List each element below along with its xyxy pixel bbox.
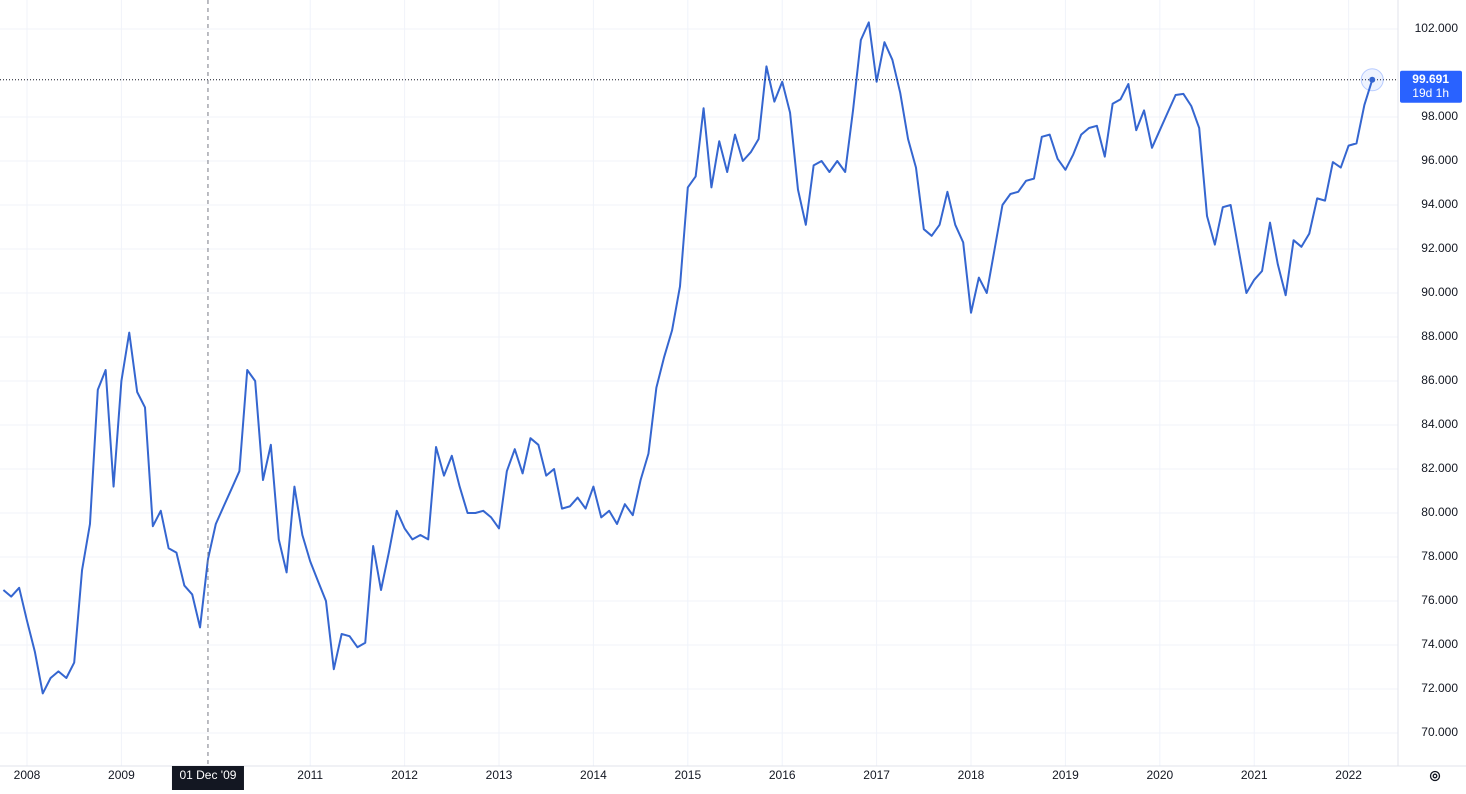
x-tick-label: 2016: [769, 768, 796, 782]
settings-gear[interactable]: [1429, 770, 1441, 782]
settings-gear-hub[interactable]: [1432, 773, 1438, 779]
y-tick-label: 76.000: [1421, 593, 1458, 607]
x-tick-label: 2018: [958, 768, 985, 782]
crosshair-label-box: [171, 766, 244, 790]
last-price-label: 99.691: [1412, 72, 1449, 86]
x-tick-label: 2009: [108, 768, 135, 782]
x-tick-label: 2012: [391, 768, 418, 782]
x-tick-label: 2022: [1335, 768, 1362, 782]
settings-icon[interactable]: [1429, 770, 1441, 782]
y-tick-label: 80.000: [1421, 505, 1458, 519]
countdown-label: 19d 1h: [1412, 86, 1449, 100]
x-tick-label: 2014: [580, 768, 607, 782]
y-tick-label: 98.000: [1421, 109, 1458, 123]
y-tick-label: 86.000: [1421, 373, 1458, 387]
y-tick-label: 70.000: [1421, 725, 1458, 739]
y-tick-label: 88.000: [1421, 329, 1458, 343]
y-tick-label: 90.000: [1421, 285, 1458, 299]
x-tick-label: 2011: [297, 768, 323, 782]
y-tick-label: 82.000: [1421, 461, 1458, 475]
y-tick-label: 94.000: [1421, 197, 1458, 211]
x-tick-label: 2015: [674, 768, 701, 782]
x-tick-label: 2008: [14, 768, 41, 782]
x-tick-label: 2017: [863, 768, 890, 782]
y-tick-label: 72.000: [1421, 681, 1458, 695]
y-tick-label: 78.000: [1421, 549, 1458, 563]
grid: [0, 0, 1398, 766]
y-tick-label: 92.000: [1421, 241, 1458, 255]
y-tick-label: 96.000: [1421, 153, 1458, 167]
last-point: [1369, 76, 1376, 83]
x-tick-label: 2021: [1241, 768, 1268, 782]
crosshair-label: 01 Dec '09: [179, 768, 236, 782]
x-tick-label: 2013: [486, 768, 513, 782]
price-line: [2, 21, 1374, 695]
y-tick-label: 84.000: [1421, 417, 1458, 431]
last-price-box: [1400, 70, 1462, 103]
y-tick-label: 74.000: [1421, 637, 1458, 651]
x-tick-label: 2020: [1146, 768, 1173, 782]
x-tick-label: 2019: [1052, 768, 1079, 782]
y-tick-label: 102.000: [1415, 21, 1459, 35]
